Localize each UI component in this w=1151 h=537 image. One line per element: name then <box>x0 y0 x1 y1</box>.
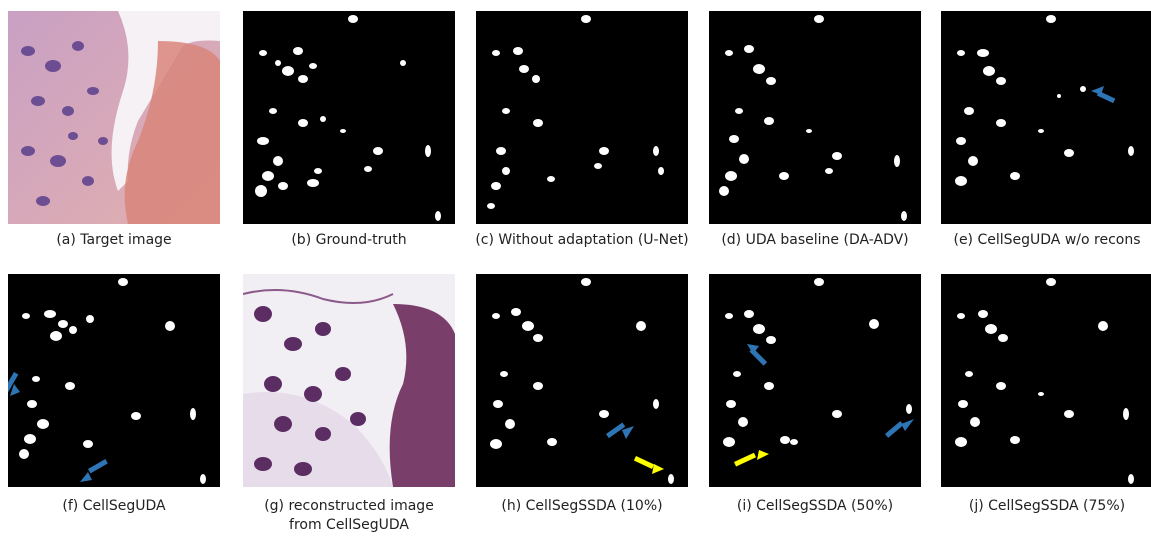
nuclei-mask <box>490 278 674 484</box>
mask-without-adaptation <box>476 11 688 224</box>
nuclei-mask <box>487 15 664 209</box>
mask-cellseguda-wo-recons <box>941 11 1151 224</box>
blue-arrow <box>606 422 634 439</box>
mask-cellseguda <box>8 274 220 487</box>
nuclei-mask <box>255 15 441 221</box>
target-image-svg <box>8 11 220 224</box>
mask-uda-baseline <box>709 11 921 224</box>
mask-cellsegssda-75 <box>941 274 1151 487</box>
caption-e: (e) CellSegUDA w/o recons <box>953 232 1141 248</box>
blue-arrow <box>8 372 20 396</box>
caption-g-line1: (g) reconstructed image <box>264 498 434 514</box>
yellow-arrow <box>734 450 769 467</box>
caption-i: (i) CellSegSSDA (50%) <box>736 498 894 514</box>
caption-b: (b) Ground-truth <box>291 232 407 248</box>
blue-arrow <box>885 419 914 438</box>
nuclei-mask <box>719 15 907 221</box>
nuclei-mask <box>8 278 206 484</box>
mask-cellsegssda-50 <box>709 274 921 487</box>
reconstructed-image-svg <box>243 274 455 487</box>
caption-h: (h) CellSegSSDA (10%) <box>501 498 663 514</box>
mask-ground-truth <box>243 11 455 224</box>
caption-g-line2: from CellSegUDA <box>289 517 409 533</box>
blue-arrow <box>1091 86 1116 104</box>
caption-j: (j) CellSegSSDA (75%) <box>968 498 1126 514</box>
nuclei-mask <box>723 278 914 467</box>
yellow-arrow <box>633 456 664 474</box>
reconstructed-image <box>243 274 455 487</box>
mask-cellsegssda-10 <box>476 274 688 487</box>
blue-arrow <box>80 459 108 482</box>
nuclei-mask <box>955 15 1134 186</box>
blue-arrow <box>747 344 768 366</box>
caption-d: (d) UDA baseline (DA-ADV) <box>721 232 909 248</box>
caption-a: (a) Target image <box>56 232 172 248</box>
target-image <box>8 11 220 224</box>
caption-c: (c) Without adaptation (U-Net) <box>475 232 689 248</box>
nuclei-mask <box>955 278 1134 484</box>
caption-f: (f) CellSegUDA <box>62 498 166 514</box>
